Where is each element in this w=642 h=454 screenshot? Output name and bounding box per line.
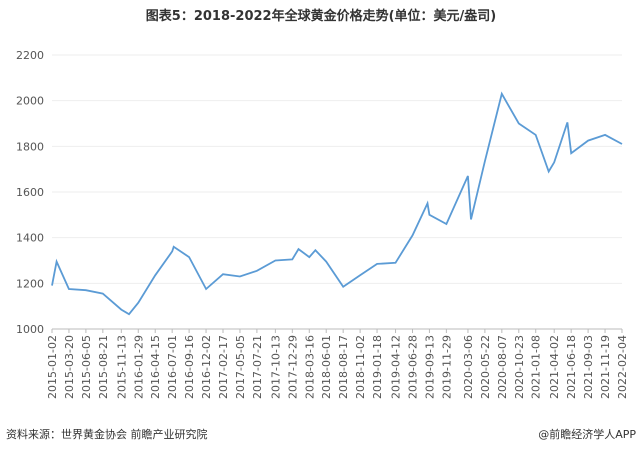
x-tick-label: 2016-12-02 [200,335,213,399]
x-tick-label: 2021-11-19 [599,335,612,399]
x-tick-label: 2016-04-15 [149,335,162,399]
x-tick-label: 2021-01-08 [530,335,543,399]
x-tick-label: 2015-11-13 [115,335,128,399]
x-tick-label: 2015-03-20 [63,335,76,399]
x-tick-label: 2019-01-18 [371,335,384,399]
x-tick-label: 2019-09-13 [423,335,436,399]
x-tick-label: 2022-02-04 [616,335,629,399]
x-tick-label: 2018-03-16 [303,335,316,399]
x-tick-label: 2017-10-13 [269,335,282,399]
y-tick-label: 2200 [16,49,44,62]
y-tick-label: 1600 [16,186,44,199]
x-tick-label: 2018-11-02 [354,335,367,399]
x-tick-label: 2017-02-17 [217,335,230,399]
x-tick-label: 2021-04-02 [548,335,561,399]
x-tick-label: 2020-03-06 [462,335,475,399]
x-tick-label: 2017-12-29 [286,335,299,399]
x-tick-label: 2016-09-16 [183,335,196,399]
x-tick-label: 2017-07-21 [251,335,264,399]
x-tick-label: 2016-07-01 [166,335,179,399]
x-tick-label: 2016-01-29 [132,335,145,399]
x-tick-label: 2015-08-21 [97,335,110,399]
y-tick-label: 1800 [16,140,44,153]
x-tick-label: 2015-06-05 [80,335,93,399]
x-tick-label: 2020-08-07 [496,335,509,399]
x-tick-label: 2018-08-17 [337,335,350,399]
chart-title: 图表5：2018-2022年全球黄金价格走势(单位：美元/盎司) [146,8,496,24]
price-line [51,91,623,316]
x-tick-label: 2020-05-22 [479,335,492,399]
x-tick-label: 2019-04-12 [390,335,403,399]
x-tick-label: 2015-01-02 [46,335,59,399]
x-tick-label: 2019-06-28 [406,335,419,399]
source-note: 资料来源：世界黄金协会 前瞻产业研究院 [6,427,208,441]
y-tick-label: 1400 [16,232,44,245]
x-tick-label: 2020-10-23 [513,335,526,399]
credit: @前瞻经济学人APP [538,427,636,441]
x-tick-label: 2018-06-01 [320,335,333,399]
y-tick-label: 1200 [16,277,44,290]
y-tick-label: 1000 [16,323,44,336]
x-tick-label: 2017-05-05 [234,335,247,399]
x-tick-label: 2021-09-03 [582,335,595,399]
y-tick-label: 2000 [16,95,44,108]
x-tick-label: 2019-11-29 [440,335,453,399]
x-tick-label: 2021-06-18 [565,335,578,399]
